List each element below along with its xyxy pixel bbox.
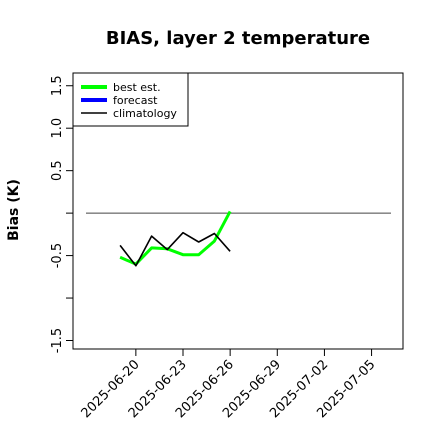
y-axis-label: Bias (K) <box>6 179 22 241</box>
plot-area <box>86 210 391 267</box>
legend-label: climatology <box>113 107 177 120</box>
y-tick-label: -0.5 <box>50 243 65 268</box>
chart-title: BIAS, layer 2 temperature <box>106 28 370 49</box>
y-tick-label: 1.0 <box>50 118 65 139</box>
y-tick-label: 0.5 <box>50 160 65 181</box>
plot-frame <box>72 72 404 350</box>
series-line-best-est <box>119 210 232 266</box>
legend-label: forecast <box>113 94 158 107</box>
y-tick-label: 1.5 <box>50 75 65 96</box>
y-tick-label: -1.5 <box>50 328 65 353</box>
legend-box <box>72 72 189 127</box>
legend-label: best est. <box>113 81 161 94</box>
series-line-climatology <box>119 231 231 267</box>
